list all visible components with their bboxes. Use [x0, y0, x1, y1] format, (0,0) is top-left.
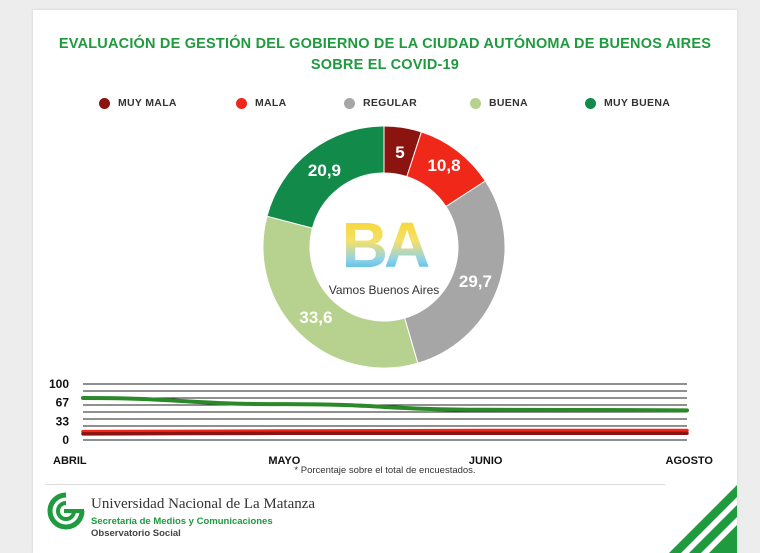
donut-label-buena: 33,6	[299, 308, 332, 327]
chart-note: * Porcentaje sobre el total de encuestad…	[294, 465, 476, 476]
legend-item-muy-buena: MUY BUENA	[585, 96, 670, 110]
line-series-2	[81, 428, 689, 434]
footer: Universidad Nacional de La Matanza Secre…	[47, 492, 315, 542]
y-tick-label: 33	[56, 415, 70, 429]
donut-chart: BA Vamos Buenos Aires 5 10,8 29,7 33,6 20,9	[262, 125, 506, 369]
donut-hole	[310, 173, 458, 321]
ba-logo: BA Vamos Buenos Aires	[329, 209, 440, 297]
legend-label-mala: MALA	[255, 97, 287, 109]
line-series-1	[81, 396, 689, 413]
chart-title-line1: EVALUACIÓN DE GESTIÓN DEL GOBIERNO DE LA…	[58, 36, 712, 52]
chart-title-line2: SOBRE EL COVID-19	[310, 57, 460, 73]
donut-label-mala: 10,8	[427, 156, 460, 175]
legend-item-regular: REGULAR	[344, 96, 417, 110]
footer-divider	[45, 484, 665, 485]
y-tick-label: 67	[56, 395, 70, 409]
legend-item-muy-mala: MUY MALA	[99, 96, 177, 110]
legend-dot-buena	[470, 97, 481, 109]
donut-label-muy-buena: 20,9	[308, 161, 341, 180]
line-series-3	[81, 431, 689, 436]
legend-item-mala: MALA	[236, 96, 287, 110]
secretaria-name: Secretaría de Medios y Comunicaciones	[91, 516, 273, 527]
y-tick-label: 100	[49, 377, 69, 391]
x-tick-label-agosto: AGOSTO	[666, 455, 714, 467]
university-name: Universidad Nacional de La Matanza	[91, 496, 316, 512]
legend-dot-muy-mala	[99, 97, 110, 109]
legend-label-regular: REGULAR	[363, 97, 418, 109]
legend-item-buena: BUENA	[470, 96, 528, 110]
legend-dot-mala	[236, 97, 247, 109]
legend-label-muy-buena: MUY BUENA	[604, 97, 671, 109]
x-tick-label-junio: JUNIO	[469, 455, 503, 467]
corner-decoration	[657, 473, 737, 553]
x-tick-label-abril: ABRIL	[53, 455, 87, 467]
donut-label-regular: 29,7	[459, 272, 492, 291]
observatorio-name: Observatorio Social	[91, 528, 181, 539]
legend-dot-regular	[344, 97, 355, 109]
donut-label-muy-mala: 5	[395, 143, 404, 162]
ba-logo-caption: Vamos Buenos Aires	[329, 283, 440, 297]
ba-logo-letters: BA	[342, 209, 429, 281]
line-chart: 100 67 33 0 ABRIL MAYO JUNIO AGOSTO	[49, 377, 714, 467]
infographic-card: EVALUACIÓN DE GESTIÓN DEL GOBIERNO DE LA…	[33, 10, 737, 553]
legend-label-muy-mala: MUY MALA	[118, 97, 177, 109]
legend-dot-muy-buena	[585, 97, 596, 109]
y-tick-label: 0	[62, 433, 69, 447]
x-tick-label-mayo: MAYO	[268, 455, 300, 467]
legend-label-buena: BUENA	[489, 97, 528, 109]
unlam-logo-icon	[47, 492, 85, 530]
